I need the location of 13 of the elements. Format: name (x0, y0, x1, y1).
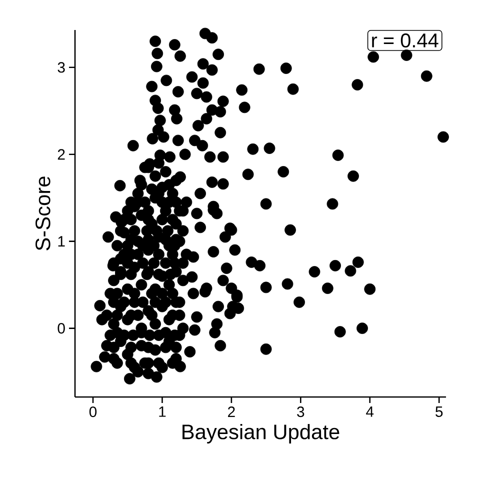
x-axis-title: Bayesian Update (182, 424, 340, 444)
x-tick-label: 1 (159, 406, 166, 417)
y-tick-label: 1 (58, 236, 65, 246)
y-tick-label: 3 (58, 62, 65, 73)
x-tick-label: 5 (436, 406, 443, 417)
x-tick-label: 3 (297, 406, 304, 418)
y-tick-label: 2 (58, 149, 65, 160)
x-tick-label: 0 (89, 406, 97, 418)
x-tick-label: 4 (366, 406, 374, 417)
y-tick-label: 0 (58, 323, 65, 334)
annotation: r = 0.44 (372, 33, 438, 48)
y-axis-title: S-Score (36, 176, 50, 250)
x-tick-label: 2 (228, 406, 235, 417)
